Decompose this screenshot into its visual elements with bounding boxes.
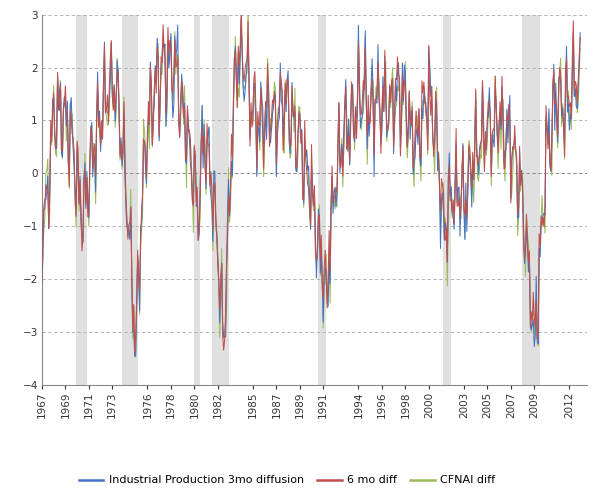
Bar bbox=[522, 15, 540, 385]
Bar bbox=[212, 15, 228, 385]
Bar bbox=[76, 15, 87, 385]
Bar bbox=[194, 15, 200, 385]
Bar bbox=[443, 15, 451, 385]
Bar bbox=[122, 15, 138, 385]
Bar bbox=[319, 15, 326, 385]
Legend: Industrial Production 3mo diffusion, 6 mo diff, CFNAI diff: Industrial Production 3mo diffusion, 6 m… bbox=[74, 471, 500, 490]
